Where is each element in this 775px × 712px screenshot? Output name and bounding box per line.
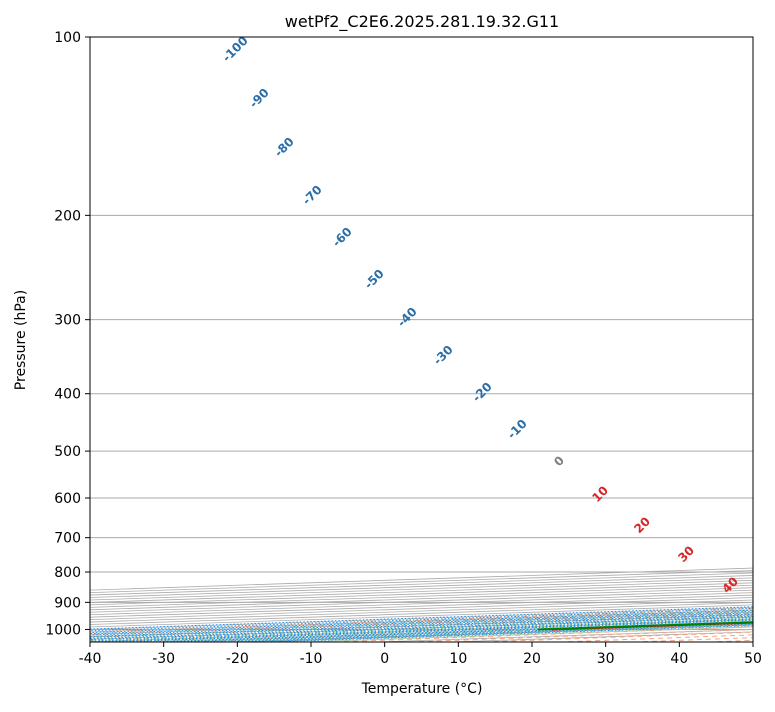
y-tick-label: 800 (54, 565, 81, 581)
x-axis-label: Temperature (°C) (361, 681, 483, 697)
y-tick-label: 100 (54, 30, 81, 46)
y-tick-label: 200 (54, 208, 81, 224)
x-tick-label: 40 (670, 651, 688, 667)
y-tick-label: 400 (54, 387, 81, 403)
mixing-ratio-line (90, 610, 753, 635)
x-tick-label: 10 (449, 651, 467, 667)
x-tick-label: 30 (597, 651, 615, 667)
plot-frame (89, 36, 754, 643)
x-tick-label: 50 (744, 651, 762, 667)
x-tick-label: -20 (226, 651, 249, 667)
axes: -40 -30 -20 -10 0 10 20 30 40 50 100 200 300 400 500 60… (45, 30, 762, 667)
x-tick-label: 0 (380, 651, 389, 667)
x-tick-label: 20 (523, 651, 541, 667)
y-tick-label: 500 (54, 444, 81, 460)
y-tick-label: 700 (54, 531, 81, 547)
y-tick-label: 1000 (45, 622, 81, 638)
mixing-ratio-line (90, 606, 753, 630)
y-tick-label: 900 (54, 595, 81, 611)
x-tick-label: -30 (152, 651, 175, 667)
chart-title: wetPf2_C2E6.2025.281.19.32.G11 (285, 12, 559, 32)
mixing-ratio-lines (90, 606, 753, 642)
mixing-ratio-line (90, 607, 753, 632)
y-tick-label: 600 (54, 491, 81, 507)
y-tick-label: 300 (54, 313, 81, 329)
y-axis-label: Pressure (hPa) (13, 290, 29, 390)
x-tick-label: -10 (300, 651, 323, 667)
mixing-ratio-line (90, 609, 753, 634)
x-tick-label: -40 (79, 651, 102, 667)
